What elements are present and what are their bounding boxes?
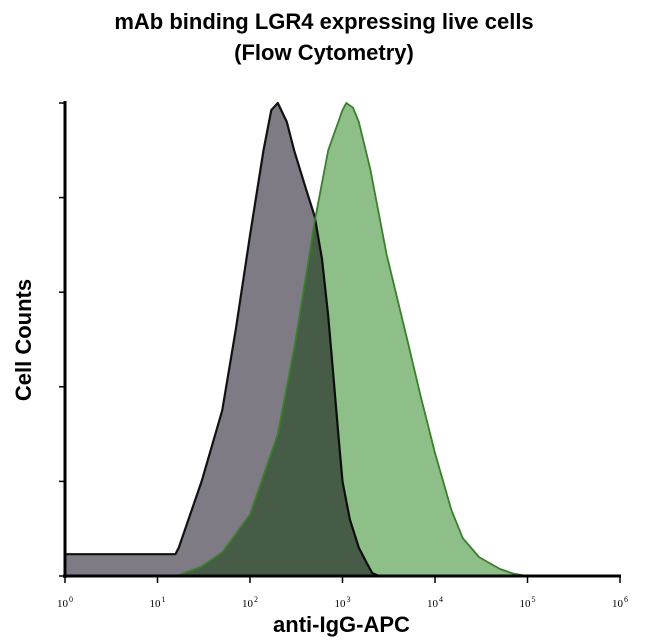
ticks-layer: 100 101 102 103 104 105 106 xyxy=(57,102,628,610)
x-tick-label: 104 xyxy=(427,595,443,610)
series-layer xyxy=(65,101,528,578)
x-tick-label: 102 xyxy=(242,595,258,610)
chart-title: mAb binding LGR4 expressing live cells (… xyxy=(0,6,648,68)
series-2-area xyxy=(176,103,528,576)
x-axis-label: anti-IgG-APC xyxy=(273,612,410,637)
series-2-outline xyxy=(176,102,528,577)
x-tick-label: 100 xyxy=(57,595,73,610)
chart-title-line-2: (Flow Cytometry) xyxy=(234,40,414,65)
chart-title-line-1: mAb binding LGR4 expressing live cells xyxy=(114,9,534,34)
x-tick-label: 103 xyxy=(335,595,351,610)
x-tick-label: 105 xyxy=(520,595,536,610)
x-tick-label: 101 xyxy=(150,595,166,610)
x-tick-label: 106 xyxy=(612,595,628,610)
y-axis-label: Cell Counts xyxy=(11,279,36,401)
